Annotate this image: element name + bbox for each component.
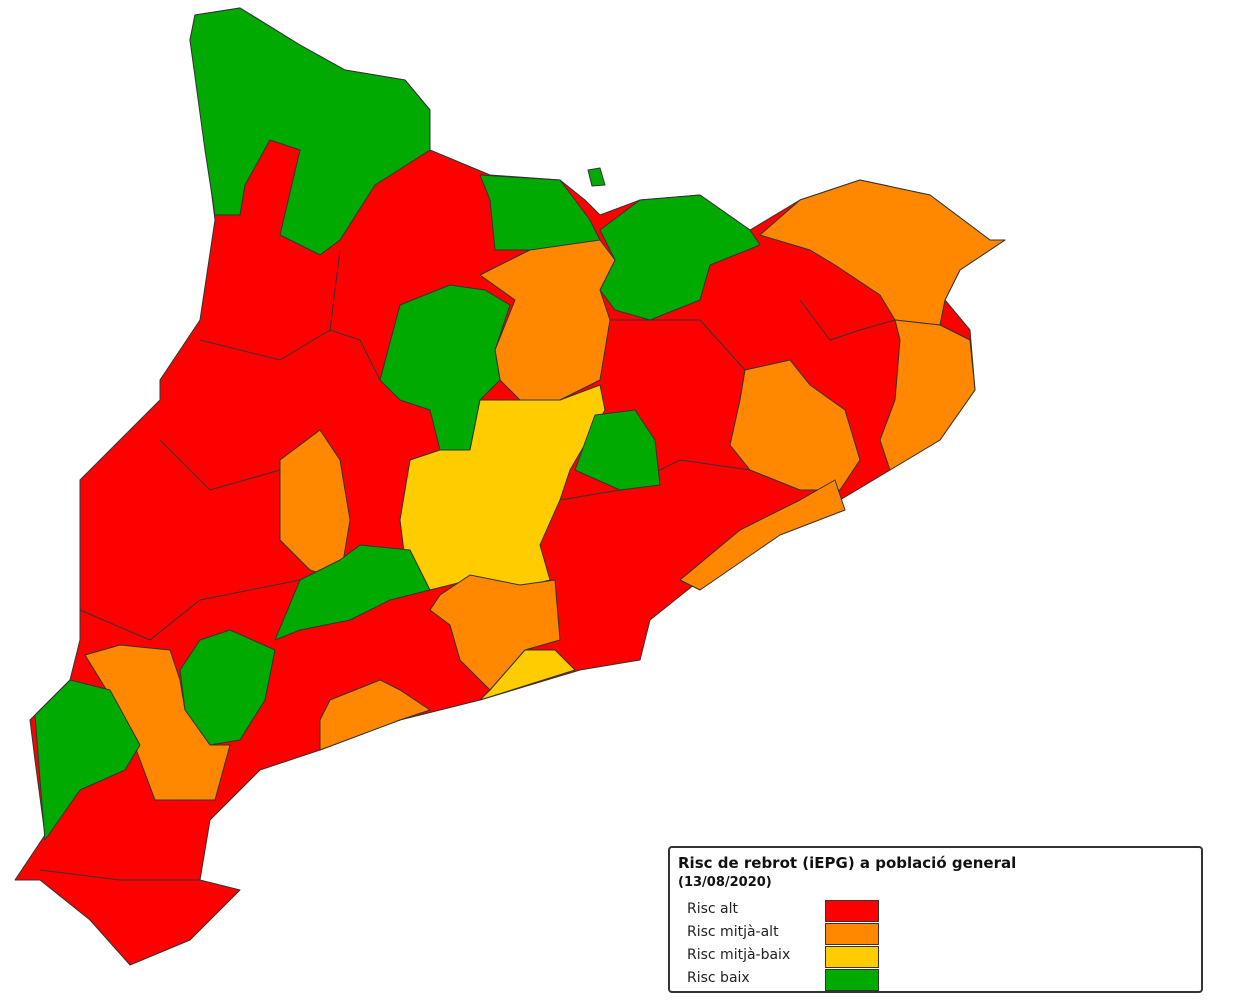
legend-label: Risc alt xyxy=(687,901,739,917)
region xyxy=(729,359,861,491)
border xyxy=(329,249,341,331)
legend-item: Risc alt xyxy=(687,900,879,922)
legend-label: Risc mitjà-baix xyxy=(687,947,791,963)
region xyxy=(479,174,601,251)
border xyxy=(799,299,896,341)
region xyxy=(319,679,431,751)
region xyxy=(34,679,141,841)
border xyxy=(610,319,746,371)
legend-swatch xyxy=(825,900,879,922)
region xyxy=(879,319,976,471)
legend-subtitle: (13/08/2020) xyxy=(678,875,772,890)
legend-title: Risc de rebrot (iEPG) a població general xyxy=(678,854,1017,872)
region xyxy=(587,167,606,187)
legend-swatch xyxy=(825,923,879,945)
legend-swatch xyxy=(825,946,879,968)
legend-item: Risc baix xyxy=(687,969,879,991)
region xyxy=(759,179,1006,326)
region xyxy=(679,479,846,591)
legend: Risc de rebrot (iEPG) a població general… xyxy=(668,846,1203,993)
region xyxy=(574,409,661,491)
border xyxy=(39,869,200,881)
region xyxy=(279,429,351,581)
region xyxy=(274,544,431,641)
legend-swatch xyxy=(825,969,879,991)
border xyxy=(79,579,301,641)
region xyxy=(84,644,231,801)
region xyxy=(189,7,431,256)
legend-label: Risc mitjà-alt xyxy=(687,924,779,940)
border xyxy=(159,439,281,491)
region xyxy=(479,649,576,701)
legend-item: Risc mitjà-alt xyxy=(687,923,879,945)
legend-label: Risc baix xyxy=(687,970,750,986)
legend-item: Risc mitjà-baix xyxy=(687,946,879,968)
